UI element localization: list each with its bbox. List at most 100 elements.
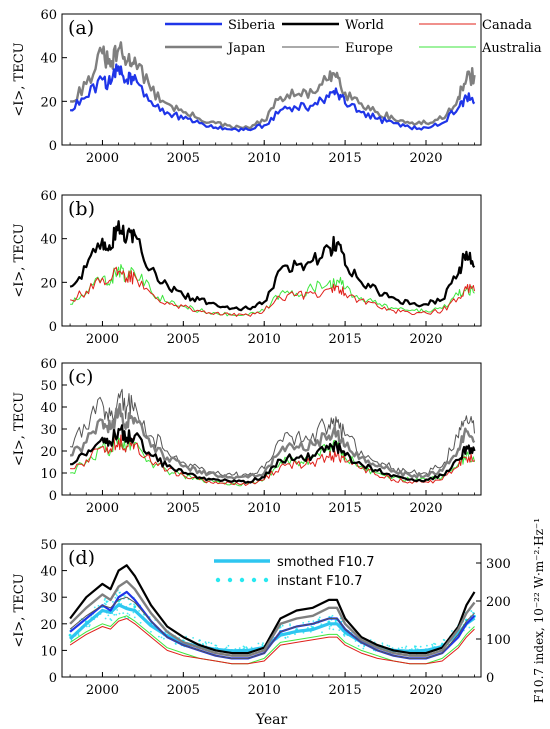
panel-label: (c) — [68, 366, 93, 388]
series-line-siberia — [69, 63, 476, 133]
x-tick-label: 2005 — [167, 151, 200, 166]
scatter-dot — [281, 624, 284, 627]
y-tick-label: 20 — [40, 276, 57, 291]
panel-d: 2000 2005 2010 2015 2020 0 10 20 30 40 50 0 100 200 30… — [12, 538, 511, 698]
scatter-dot — [114, 596, 117, 599]
legend-item-siberia: Siberia — [165, 18, 275, 33]
scatter-dot — [289, 623, 291, 625]
scatter-dot — [112, 601, 114, 603]
legend-label: Australia — [481, 41, 542, 56]
y-tick-label: 30 — [40, 591, 57, 606]
x-tick-label: 2010 — [248, 151, 281, 166]
series-line-japan — [69, 580, 476, 657]
x-tick-label: 2005 — [167, 683, 200, 698]
y-tick-label: 10 — [40, 644, 57, 659]
scatter-dot — [115, 613, 118, 616]
x-tick-label: 2020 — [409, 332, 442, 347]
scatter-dot — [104, 617, 107, 620]
scatter-dot — [434, 643, 437, 645]
scatter-dot — [451, 630, 453, 632]
y-axis-label: <I>, TECU — [12, 223, 27, 297]
scatter-dot — [343, 635, 346, 637]
scatter-dot — [132, 611, 135, 614]
legend-dot — [215, 577, 221, 583]
panel-label: (b) — [68, 198, 95, 220]
scatter-dot — [284, 637, 287, 639]
scatter-dot — [294, 633, 296, 636]
scatter-dot — [124, 595, 126, 597]
scatter-dot — [128, 614, 131, 616]
series-line-canada — [69, 266, 475, 317]
legend-label: Siberia — [228, 18, 275, 33]
legend-dot — [227, 577, 233, 583]
legend-f107: smothed F10.7 instant F10.7 — [214, 555, 375, 589]
y-tick-label: 40 — [40, 401, 57, 416]
legend-item-instant-f10-7: instant F10.7 — [215, 574, 363, 589]
scatter-dot — [431, 643, 433, 646]
scatter-dot — [468, 626, 471, 629]
scatter-dot — [104, 597, 106, 600]
series-line-world — [69, 564, 476, 655]
scatter-dot — [88, 625, 91, 628]
scatter-dot — [110, 619, 113, 622]
scatter-dot — [113, 613, 116, 616]
y-tick-label: 30 — [40, 423, 57, 438]
data-point — [68, 633, 72, 637]
scatter-dot — [133, 603, 136, 606]
legend-item-japan: Japan — [165, 41, 266, 56]
y2-tick-label: 200 — [486, 595, 511, 610]
x-tick-label: 2015 — [329, 332, 362, 347]
legend-dot — [263, 577, 269, 583]
scatter-dot — [77, 634, 80, 637]
scatter-dot — [163, 637, 165, 640]
scatter-dot — [404, 647, 407, 649]
scatter-dot — [381, 642, 384, 645]
legend-label: World — [345, 18, 384, 33]
series-line-world — [69, 220, 476, 312]
y-tick-label: 50 — [40, 538, 57, 553]
legend-label: Europe — [345, 41, 393, 56]
x-tick-label: 2020 — [409, 683, 442, 698]
scatter-dot — [215, 644, 218, 647]
series-line-europe — [69, 596, 475, 659]
scatter-dot — [128, 603, 131, 606]
y-tick-label: 10 — [40, 467, 57, 482]
scatter-dot — [328, 615, 331, 618]
scatter-dot — [307, 627, 309, 629]
panel-a: 2000 2005 2010 2015 2020 0 20 40 60 <I>, TECU (a) — [12, 8, 482, 166]
scatter-dot — [174, 642, 177, 645]
scatter-dot — [262, 642, 264, 645]
y-tick-label: 50 — [40, 379, 57, 394]
scatter-dot — [388, 645, 391, 647]
y-tick-label: 0 — [49, 320, 57, 335]
scatter-dot — [243, 646, 246, 649]
scatter-dot — [105, 603, 107, 606]
scatter-dot — [116, 609, 119, 611]
scatter-dot — [126, 612, 129, 615]
y2-tick-label: 0 — [486, 671, 494, 686]
x-tick-label: 2005 — [167, 501, 200, 516]
series-line-siberia — [69, 590, 476, 660]
scatter-dot — [318, 616, 321, 619]
scatter-dot — [207, 641, 210, 644]
legend-item-canada: Canada — [419, 18, 532, 33]
legend-dot — [239, 577, 245, 583]
scatter-dot — [204, 641, 207, 644]
right-axis-label: F10.7 index, 10⁻²² W·m⁻²·Hz⁻¹ — [532, 518, 546, 703]
scatter-dot — [362, 647, 365, 650]
scatter-dot — [386, 644, 389, 647]
x-tick-label: 2005 — [167, 332, 200, 347]
scatter-dot — [227, 644, 230, 647]
legend-item-world: World — [282, 18, 384, 33]
scatter-dot — [133, 616, 136, 619]
scatter-dot — [321, 631, 323, 634]
scatter-dot — [199, 639, 202, 642]
scatter-dot — [122, 612, 125, 614]
scatter-dot — [426, 644, 428, 647]
legend: Siberia World Canada Japan Europe Australia — [165, 18, 542, 56]
legend-item-europe: Europe — [282, 41, 393, 56]
legend-label: Japan — [226, 41, 266, 56]
panel-label: (a) — [68, 17, 94, 39]
plot-frame — [61, 194, 482, 327]
y-tick-label: 0 — [49, 139, 57, 154]
